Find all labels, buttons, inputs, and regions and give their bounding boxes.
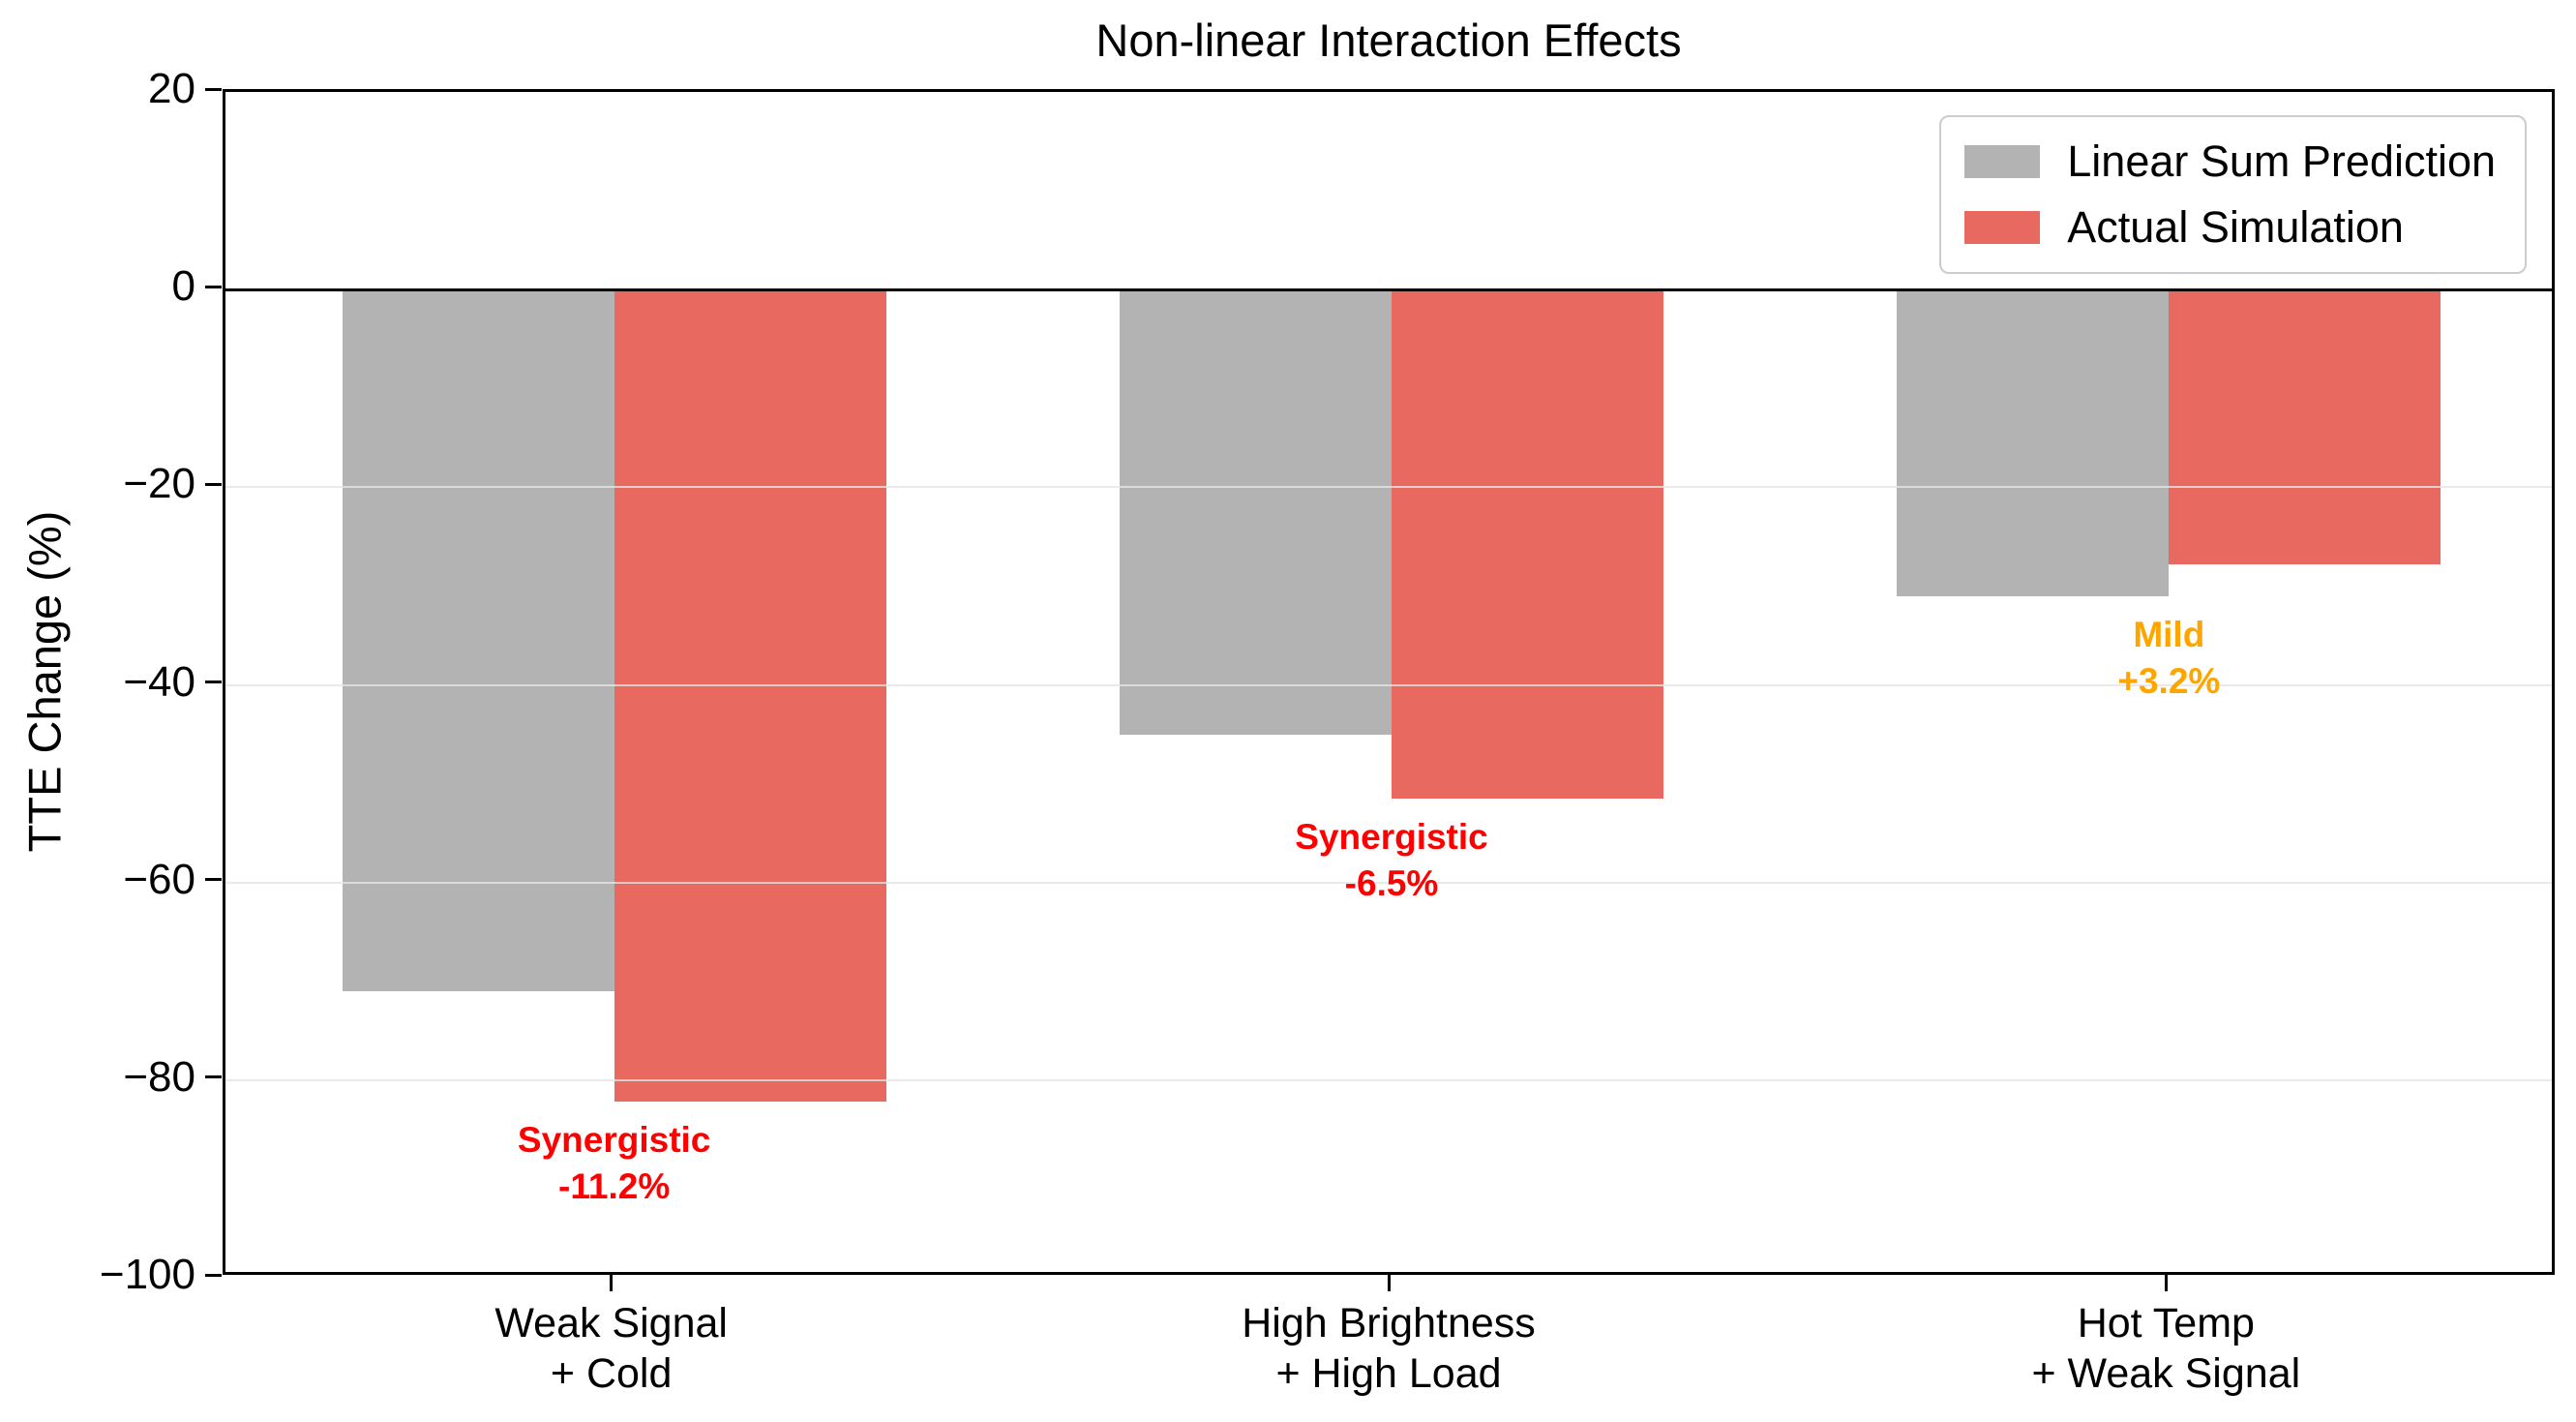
bar-linear-sum-group-2	[1119, 289, 1392, 735]
y-tick-label-20: 20	[148, 65, 195, 112]
gridline--60	[225, 881, 2552, 884]
y-tick-label--60: −60	[123, 855, 195, 903]
x-tick-mark-3	[2164, 1275, 2168, 1291]
y-tick-label--80: −80	[123, 1052, 195, 1101]
gridline--20	[225, 486, 2552, 489]
bar-linear-sum-group-3	[1897, 289, 2170, 596]
zero-line	[225, 287, 2552, 291]
y-tick-label--20: −20	[123, 460, 195, 508]
legend-item-linear-sum: Linear Sum Prediction	[1964, 136, 2496, 187]
annotation-group-1: Synergistic -11.2%	[517, 1120, 711, 1207]
y-tick-label--100: −100	[99, 1251, 195, 1298]
bar-linear-sum-group-1	[342, 289, 614, 991]
y-tick-mark--40	[205, 681, 222, 683]
y-tick-label--40: −40	[123, 657, 195, 706]
y-tick-label-0: 0	[171, 262, 195, 311]
chart-title: Non-linear Interaction Effects	[1095, 15, 1682, 66]
x-tick-mark-2	[1387, 1275, 1391, 1291]
legend: Linear Sum Prediction Actual Simulation	[1939, 115, 2527, 274]
legend-item-actual: Actual Simulation	[1964, 202, 2496, 253]
y-tick-mark--60	[205, 878, 222, 882]
bar-actual-group-1	[614, 289, 886, 1103]
annotation-group-3: Mild +3.2%	[2117, 614, 2221, 701]
y-tick-mark--100	[205, 1273, 222, 1277]
x-tick-label-3: Hot Temp + Weak Signal	[2031, 1300, 2301, 1398]
bar-actual-group-3	[2169, 289, 2441, 564]
legend-swatch-gray	[1964, 145, 2041, 178]
legend-swatch-salmon	[1964, 211, 2041, 244]
y-tick-mark-20	[205, 87, 222, 91]
x-tick-label-1: Weak Signal + Cold	[494, 1300, 728, 1398]
gridline--80	[225, 1078, 2552, 1081]
legend-label: Actual Simulation	[2067, 202, 2404, 252]
annotation-group-2: Synergistic -6.5%	[1295, 816, 1488, 903]
y-tick-mark-0	[205, 285, 222, 288]
y-tick-mark--20	[205, 482, 222, 486]
bar-actual-group-2	[1392, 289, 1664, 799]
plot-area: Synergistic -11.2% Synergistic -6.5% Mild +3.…	[223, 89, 2555, 1275]
gridline--40	[225, 683, 2552, 686]
y-tick-mark--80	[205, 1075, 222, 1079]
legend-label: Linear Sum Prediction	[2067, 136, 2496, 186]
x-tick-label-2: High Brightness + High Load	[1242, 1300, 1536, 1398]
x-tick-mark-1	[610, 1275, 614, 1291]
